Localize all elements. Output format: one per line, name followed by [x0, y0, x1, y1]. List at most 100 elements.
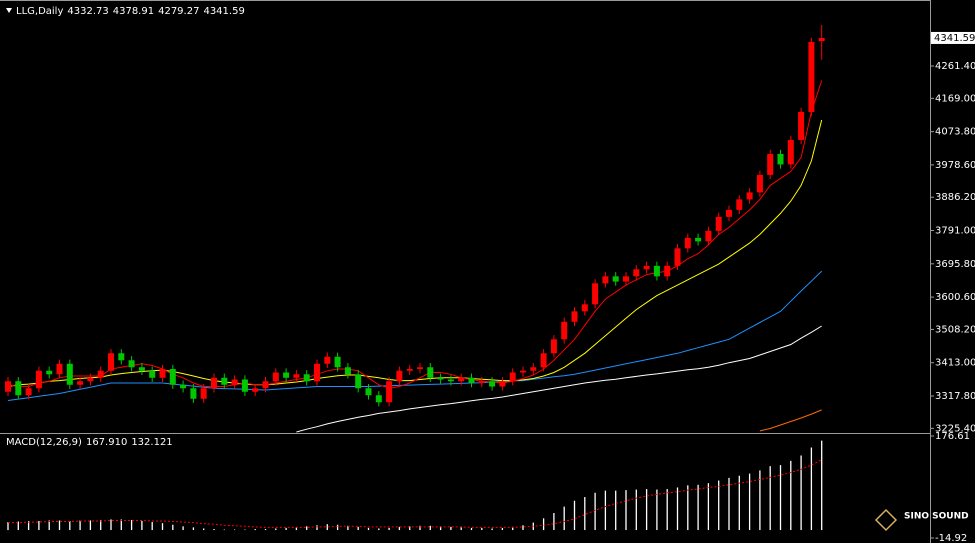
candle-body	[241, 379, 248, 392]
candle-body	[5, 381, 11, 392]
y-tick-label: 4261.40	[935, 61, 975, 72]
logo: SINO SOUND	[874, 508, 969, 532]
candle-body	[262, 381, 269, 389]
y-tick-label: 3978.60	[935, 160, 975, 171]
candle-body	[128, 360, 135, 368]
candle-body	[777, 153, 784, 165]
y-tick-label: 4169.00	[935, 93, 975, 104]
candle-body	[283, 372, 290, 378]
candle-body	[375, 395, 382, 403]
candle-body	[427, 367, 434, 378]
candle-body	[303, 374, 310, 382]
low-value: 4279.27	[158, 6, 199, 17]
candle-body	[46, 370, 53, 375]
candle-body	[314, 363, 320, 382]
candle-body	[77, 381, 84, 385]
candle-body	[56, 363, 63, 375]
candle-body	[272, 372, 279, 382]
candle-body	[726, 209, 732, 217]
y-tick-label: 3600.60	[935, 292, 975, 303]
logo-icon	[874, 508, 898, 532]
candle-body	[705, 230, 712, 242]
candle-body	[695, 237, 702, 242]
candle-body	[509, 372, 516, 382]
candle-body	[767, 153, 774, 175]
candle-body	[787, 139, 794, 165]
candle-body	[149, 370, 156, 378]
candle-body	[602, 276, 609, 284]
candle-body	[138, 367, 145, 371]
candle-body	[97, 370, 104, 378]
candle-body	[35, 370, 42, 389]
candle-body	[221, 377, 228, 385]
candle-body	[653, 265, 660, 277]
candle-body	[344, 367, 351, 375]
candle-body	[540, 353, 547, 368]
candle-body	[365, 388, 372, 396]
candle-body	[489, 381, 496, 387]
macd-header: MACD(12,26,9) 167.910 132.121	[6, 437, 173, 448]
candle-body	[592, 283, 599, 305]
candle-body	[15, 381, 22, 396]
candle-body	[396, 370, 403, 382]
moving-average	[7, 270, 823, 401]
candle-body	[211, 377, 217, 389]
candle-body	[447, 379, 454, 382]
candle-body	[66, 363, 73, 385]
candle-body	[571, 311, 578, 322]
high-value: 4378.91	[113, 6, 154, 17]
candle-body	[252, 388, 259, 392]
moving-average	[759, 409, 822, 432]
signal-value: 132.121	[131, 437, 172, 448]
candle-body	[633, 269, 640, 277]
candle-body	[190, 388, 197, 399]
candle-body	[200, 388, 207, 399]
candle-body	[715, 216, 722, 231]
candle-body	[25, 388, 32, 396]
y-tick-label: 3225.40	[935, 423, 975, 434]
macd-title: MACD(12,26,9)	[6, 437, 82, 448]
candle-body	[623, 276, 629, 282]
moving-average	[7, 119, 823, 387]
price-label: 4341.59	[934, 33, 975, 44]
open-value: 4332.73	[67, 6, 108, 17]
candle-body	[499, 381, 506, 387]
candle-body	[612, 276, 619, 282]
candle-body	[756, 174, 763, 193]
candle-body	[180, 384, 187, 389]
candle-body	[87, 377, 94, 382]
candle-body	[386, 381, 393, 403]
candle-body	[581, 304, 588, 312]
candle-body	[468, 377, 475, 384]
candle-body	[664, 265, 671, 277]
candle-body	[643, 265, 650, 270]
main-header: LLG,Daily 4332.73 4378.91 4279.27 4341.59	[16, 6, 245, 17]
menu-arrow	[6, 8, 12, 13]
candle-body	[746, 192, 753, 200]
price-label-bg	[931, 31, 975, 44]
candle-body	[293, 374, 300, 378]
candle-body	[108, 353, 114, 371]
candle-body	[118, 353, 125, 361]
candle-body	[458, 377, 465, 382]
moving-average	[7, 80, 823, 389]
candle-body	[417, 367, 423, 370]
moving-average	[296, 325, 822, 433]
candle-body	[818, 37, 825, 42]
y-tick-label: -14.92	[935, 533, 967, 543]
candle-body	[231, 379, 238, 385]
y-tick-label: 3508.20	[935, 324, 975, 335]
y-tick-label: 3791.00	[935, 226, 975, 237]
y-tick-label: 176.61	[935, 431, 970, 442]
y-tick-label: 3317.80	[935, 391, 975, 402]
y-tick-label: 3886.20	[935, 192, 975, 203]
candle-body	[808, 42, 815, 112]
candle-body	[674, 248, 681, 266]
candle-body	[736, 199, 743, 210]
candle-body	[561, 321, 568, 340]
candle-body	[550, 339, 557, 354]
candle-body	[530, 367, 537, 371]
logo-text: SINO SOUND	[904, 512, 969, 522]
candle-body	[334, 356, 341, 368]
